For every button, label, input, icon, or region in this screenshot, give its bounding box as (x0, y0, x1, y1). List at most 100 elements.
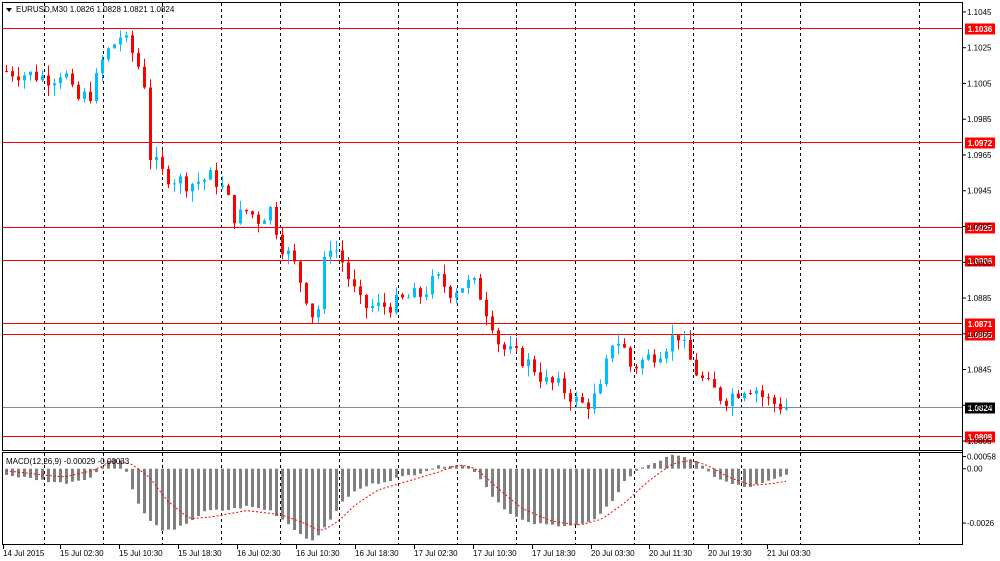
level-price-label: 1.0972 (968, 139, 993, 148)
candle-body (767, 397, 770, 399)
macd-histogram-bar (347, 468, 350, 497)
time-tick-label: 20 Jul 11:30 (649, 549, 693, 558)
candle-body (113, 44, 116, 49)
bid-price-tag (965, 402, 995, 414)
macd-histogram-bar (737, 468, 740, 485)
candle-body (395, 294, 398, 313)
candle-body (701, 375, 704, 379)
macd-histogram-bar (293, 468, 296, 531)
candle-body (785, 407, 788, 410)
candle-body (611, 345, 614, 359)
macd-histogram-bar (779, 468, 782, 477)
macd-histogram-bar (335, 468, 338, 511)
candle-body (185, 176, 188, 192)
candle-body (17, 76, 20, 81)
chart-title: EURUSD,M30 1.0826 1.0828 1.0821 1.0824 (16, 5, 175, 14)
macd-histogram-bar (155, 468, 158, 526)
macd-histogram-bar (731, 468, 734, 485)
macd-subwindow-frame (2, 452, 963, 545)
macd-histogram-bar (647, 464, 650, 469)
macd-histogram-bar (173, 468, 176, 530)
macd-histogram-bar (485, 468, 488, 488)
candle-body (407, 297, 410, 299)
candle-body (209, 170, 212, 180)
candle-body (233, 194, 236, 224)
candle-body (293, 250, 296, 262)
macd-histogram-bar (23, 468, 26, 477)
candle-body (389, 306, 392, 313)
macd-histogram-bar (743, 468, 746, 487)
candle-body (251, 211, 254, 215)
macd-histogram-bar (233, 468, 236, 508)
candle-body (101, 59, 104, 74)
macd-axis: 0.00058 0.00 -0.0026 (962, 453, 996, 528)
time-tick-label: 16 Jul 18:30 (355, 549, 399, 558)
macd-indicator (5, 454, 788, 541)
candle-body (425, 294, 428, 297)
candle-body (467, 279, 470, 289)
candle-body (167, 168, 170, 185)
macd-histogram-bar (35, 468, 38, 481)
macd-histogram-bar (353, 468, 356, 492)
candle-body (95, 73, 98, 101)
macd-histogram-bar (569, 468, 572, 526)
candle-body (449, 286, 452, 298)
candle-body (239, 209, 242, 224)
candle-body (269, 206, 272, 221)
macd-histogram-bar (305, 468, 308, 539)
macd-histogram-bar (95, 468, 98, 473)
candle-body (335, 250, 338, 252)
candle-body (107, 48, 110, 60)
macd-histogram-bar (635, 468, 638, 471)
macd-histogram-bar (563, 468, 566, 527)
main-chart-frame (2, 2, 963, 451)
candle-body (5, 70, 8, 72)
macd-histogram-bar (479, 468, 482, 480)
macd-histogram-bar (71, 468, 74, 482)
candle-body (491, 316, 494, 331)
macd-histogram-bar (575, 468, 578, 526)
candle-body (629, 347, 632, 367)
macd-histogram-bar (137, 468, 140, 504)
candle-body (635, 366, 638, 369)
candle-body (761, 390, 764, 398)
candle-body (359, 286, 362, 295)
macd-histogram-bar (767, 468, 770, 481)
macd-histogram-bar (77, 468, 80, 481)
candle-body (575, 397, 578, 402)
price-tick-label: 1.0985 (967, 115, 992, 124)
candle-body (41, 75, 44, 81)
macd-histogram-bar (551, 468, 554, 525)
macd-histogram-bar (755, 468, 758, 485)
candle-body (119, 37, 122, 45)
triangle-down-icon[interactable] (6, 8, 12, 12)
macd-histogram-bar (443, 466, 446, 469)
candle-body (323, 256, 326, 310)
macd-histogram-bar (377, 468, 380, 484)
candle-body (11, 71, 14, 77)
macd-signal-line (5, 460, 787, 531)
candle-body (443, 274, 446, 287)
candle-body (485, 299, 488, 317)
macd-histogram-bar (719, 468, 722, 480)
macd-histogram-bar (401, 468, 404, 477)
time-tick-label: 15 Jul 10:30 (119, 549, 163, 558)
macd-histogram-bar (581, 468, 584, 524)
candle-body (431, 275, 434, 295)
candle-body (47, 75, 50, 86)
candle-body (527, 359, 530, 367)
candle-body (299, 261, 302, 283)
candle-body (617, 344, 620, 346)
candle-body (551, 377, 554, 383)
candle-body (539, 372, 542, 382)
macd-histogram-bar (41, 468, 44, 480)
macd-histogram-bar (425, 468, 428, 472)
candle-body (461, 288, 464, 293)
candle-body (623, 344, 626, 348)
candle-body (311, 303, 314, 318)
candle-body (653, 354, 656, 363)
macd-histogram-bar (599, 468, 602, 514)
macd-histogram-bar (461, 465, 464, 469)
